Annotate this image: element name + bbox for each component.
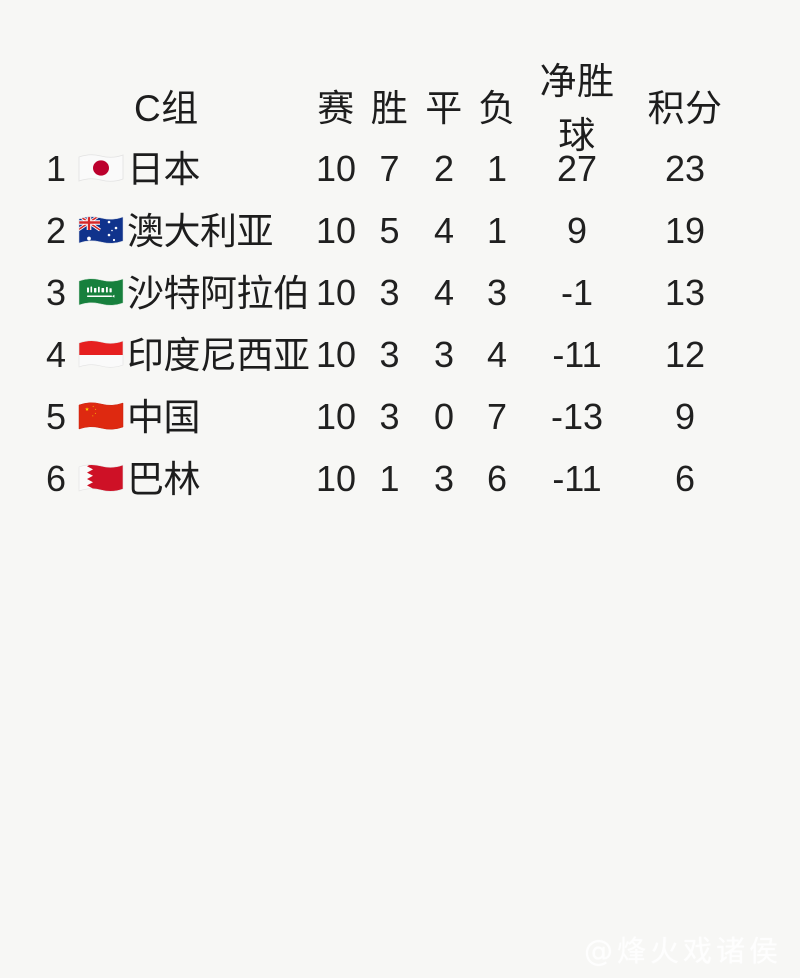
- row-draw: 0: [433, 396, 455, 437]
- row-goal-diff: -13: [550, 396, 604, 437]
- watermark: @烽火戏诸侯: [583, 934, 782, 968]
- table-row: 4 印度尼西亚 10 3 3 4 -11 12: [0, 324, 800, 386]
- group-label: C组: [134, 88, 199, 129]
- row-draw: 4: [433, 210, 455, 251]
- flag-saudi-arabia-icon: [78, 278, 124, 306]
- row-draw: 2: [433, 148, 455, 189]
- row-goal-diff: -11: [552, 334, 602, 375]
- row-draw: 3: [433, 458, 455, 499]
- row-points: 12: [664, 334, 706, 375]
- row-team: 澳大利亚: [78, 213, 310, 250]
- row-win: 1: [379, 458, 400, 499]
- team-name: 中国: [127, 396, 201, 438]
- row-played: 10: [315, 272, 357, 313]
- row-rank: 1: [45, 148, 66, 189]
- row-loss: 1: [486, 210, 508, 251]
- team-name: 印度尼西亚: [127, 334, 310, 376]
- row-win: 7: [379, 148, 400, 189]
- header-draw: 平: [425, 88, 463, 129]
- row-played: 10: [315, 458, 357, 499]
- header-goal-diff: 净胜球: [539, 61, 615, 156]
- row-team: 中国: [78, 399, 310, 436]
- row-played: 10: [315, 210, 357, 251]
- row-rank: 5: [45, 396, 66, 437]
- row-team: 巴林: [78, 461, 310, 498]
- row-points: 19: [664, 210, 706, 251]
- header-loss: 负: [478, 88, 516, 129]
- row-draw: 4: [433, 272, 455, 313]
- row-goal-diff: 27: [556, 148, 598, 189]
- row-goal-diff: 9: [566, 210, 588, 251]
- row-rank: 4: [45, 334, 66, 375]
- row-goal-diff: -1: [560, 272, 593, 313]
- row-points: 6: [674, 458, 696, 499]
- team-name: 日本: [127, 148, 201, 190]
- flag-japan-icon: [78, 154, 124, 182]
- table-row: 5: [0, 386, 800, 448]
- row-rank: 6: [45, 458, 66, 499]
- row-rank: 3: [45, 272, 66, 313]
- row-team: 印度尼西亚: [78, 337, 310, 374]
- row-rank: 2: [45, 210, 66, 251]
- table-row: 1 日本 10 7 2 1 27 23: [0, 138, 800, 200]
- row-team: 沙特阿拉伯: [78, 275, 310, 312]
- row-points: 13: [664, 272, 706, 313]
- flag-china-icon: [78, 402, 124, 430]
- row-team: 日本: [78, 151, 310, 188]
- table-row: 2: [0, 200, 800, 262]
- row-win: 3: [379, 396, 400, 437]
- row-loss: 6: [486, 458, 508, 499]
- table-header-row: C组 赛 胜 平 负 净胜球 积分: [0, 61, 800, 156]
- team-name: 澳大利亚: [127, 210, 274, 252]
- row-win: 3: [379, 272, 400, 313]
- row-draw: 3: [433, 334, 455, 375]
- team-name: 巴林: [127, 458, 201, 500]
- row-points: 9: [674, 396, 696, 437]
- row-loss: 1: [486, 148, 508, 189]
- row-points: 23: [664, 148, 706, 189]
- flag-australia-icon: [78, 216, 124, 244]
- row-goal-diff: -11: [552, 458, 602, 499]
- table-row: 3: [0, 262, 800, 324]
- table-row: 6 巴林 10 1 3 6 -11 6: [0, 448, 800, 510]
- row-win: 3: [379, 334, 400, 375]
- row-loss: 3: [486, 272, 508, 313]
- row-loss: 4: [486, 334, 508, 375]
- team-name: 沙特阿拉伯: [127, 272, 310, 314]
- header-win: 胜: [370, 88, 409, 129]
- header-group: C组: [78, 78, 310, 132]
- header-points: 积分: [647, 88, 723, 129]
- row-played: 10: [315, 148, 357, 189]
- header-played: 赛: [317, 88, 355, 129]
- flag-bahrain-icon: [78, 464, 124, 492]
- row-played: 10: [315, 396, 357, 437]
- row-played: 10: [315, 334, 357, 375]
- standings-table: C组 赛 胜 平 负 净胜球 积分 1 日本 10 7 2 1 27 23 2: [0, 61, 800, 510]
- row-loss: 7: [486, 396, 508, 437]
- row-win: 5: [379, 210, 400, 251]
- flag-indonesia-icon: [78, 340, 124, 368]
